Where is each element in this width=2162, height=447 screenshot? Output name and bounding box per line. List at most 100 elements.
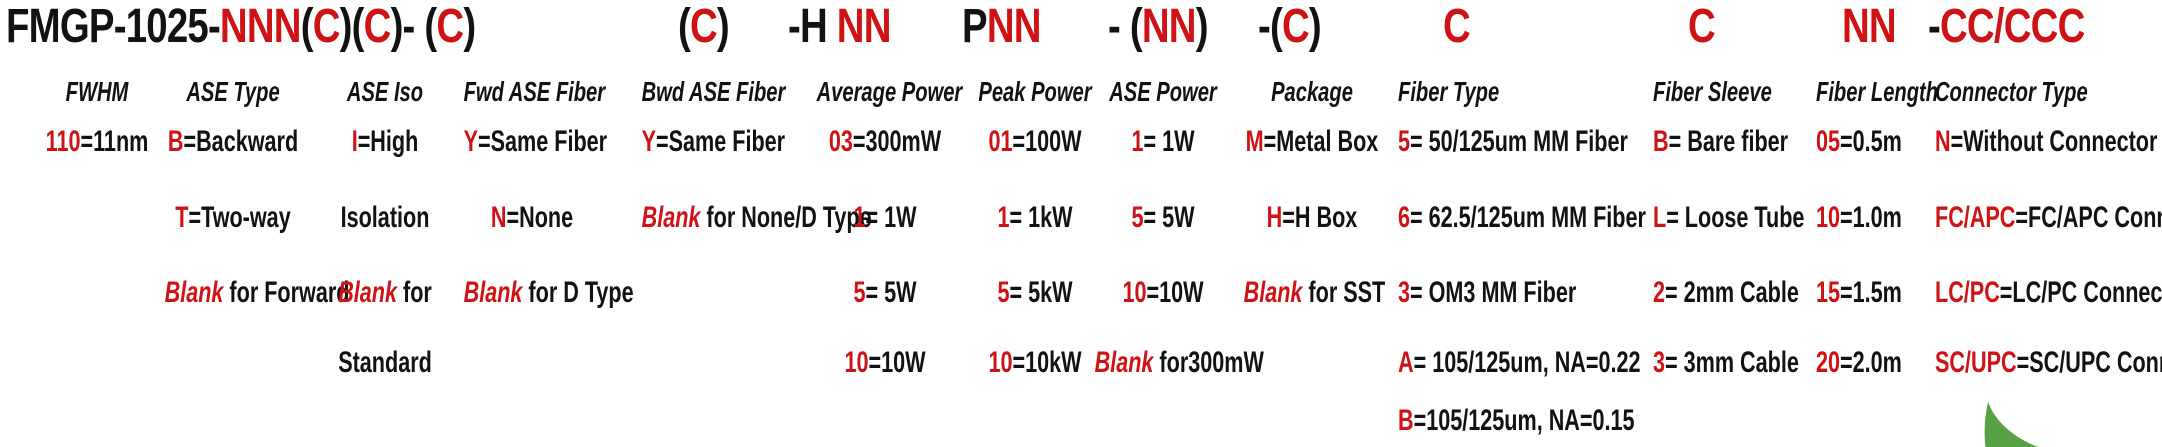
code-text: =SC/UPC Connector [2016,346,2162,379]
entry-package-2: Blank for SST [1244,276,1386,310]
code-text: -H [788,0,837,53]
entry-connector-type-3: SC/UPC=SC/UPC Connector [1935,346,2162,380]
code-text: =Without Connector [1950,125,2158,158]
code-text: Isolation [340,201,430,234]
code-text: T [175,201,189,234]
column-header-fwd-ase-fiber: Fwd ASE Fiber [463,76,606,107]
entry-fiber-sleeve-2: 2= 2mm Cable [1653,276,1799,310]
entry-fiber-sleeve-1: L= Loose Tube [1653,201,1804,235]
code-fiber-type-segment: C [1443,2,1471,52]
column-package: Package M=Metal Box H=H Box Blank for SST [1217,0,1407,447]
code-text: 10 [844,346,869,379]
code-text: =LC/PC Connector [1999,276,2162,309]
code-text: ) [716,0,730,53]
entry-peak-power-2: 5= 5kW [967,276,1104,310]
code-text: =Metal Box [1263,125,1379,158]
code-text: NN [986,0,1042,53]
code-text: 5 [1131,201,1144,234]
code-text: 3 [1398,276,1411,309]
code-text: = 62.5/125um MM Fiber [1410,201,1646,234]
entry-connector-type-0: N=Without Connector [1935,125,2157,159]
entry-connector-type-2: LC/PC=LC/PC Connector [1935,276,2162,310]
code-text: = 2mm Cable [1665,276,1799,309]
code-text: 20 [1816,346,1841,379]
code-text: = 105/125um, NA=0.22 [1413,346,1641,379]
column-header-connector-type: Connector Type [1935,76,2088,107]
entry-average-power-3: 10=10W [817,346,954,380]
code-text: ( [678,0,691,53]
code-text: A [1398,346,1414,379]
code-text: = 5kW [1009,276,1073,309]
column-bwd-ase-fiber: Bwd ASE Fiber Y=Same Fiber Blank for None/… [615,0,872,447]
column-header-fwhm: FWHM [65,76,129,107]
code-text: =10W [868,346,926,379]
code-ase-power-segment: - (NN) [1108,2,1208,52]
code-text: =1.5m [1840,276,1902,309]
code-text: =2.0m [1840,346,1902,379]
entry-ase-power-2: 10=10W [1095,276,1232,310]
code-text: Y [641,125,657,158]
code-package-segment: -(C) [1258,0,1322,53]
code-text: for300mW [1153,346,1264,379]
entry-ase-type-2: Blank for Forward [165,276,350,310]
entry-fiber-length-3: 20=2.0m [1816,346,1902,380]
code-fiber-length-segment: NN [1842,2,1897,52]
blank-keyword: Blank [641,201,701,234]
code-text: for D Type [522,276,634,309]
entry-fiber-sleeve-0: B= Bare fiber [1653,125,1788,159]
column-fwd-ase-fiber: Fwd ASE Fiber Y=Same Fiber N=None Blank for… [437,0,634,447]
column-ase-type: ASE Type B=Backward T=Two-way Blank for For… [138,0,350,447]
code-text: =Same Fiber [656,125,786,158]
code-text: = Loose Tube [1666,201,1805,234]
code-text: - ( [1108,0,1143,53]
code-text: 1 [853,201,866,234]
code-text: B [1653,125,1669,158]
entry-fwd-ase-fiber-2: Blank for D Type [464,276,634,310]
code-text: 01 [988,125,1013,158]
code-text: =Same Fiber [478,125,608,158]
code-text: Standard [338,346,432,379]
code-text: =0.5m [1840,125,1902,158]
entry-fiber-type-4: B=105/125um, NA=0.15 [1398,404,1635,438]
code-text: L [1653,201,1667,234]
code-text: C [436,0,464,53]
code-text: =High [357,125,419,158]
column-header-average-power: Average Power [816,76,963,107]
column-header-fiber-length: Fiber Length [1816,76,1939,107]
code-text: for Forward [223,276,350,309]
code-text: )- ( [390,0,438,53]
code-text: =Backward [183,125,299,158]
code-text: M [1245,125,1264,158]
code-text: =H Box [1282,201,1358,234]
entry-package-1: H=H Box [1244,201,1381,235]
column-header-bwd-ase-fiber: Bwd ASE Fiber [641,76,786,107]
entry-ase-iso-3: Standard [317,346,454,380]
code-text: C [1281,0,1310,53]
column-fiber-sleeve: Fiber Sleeve B= Bare fiber L= Loose Tube 2=… [1653,0,1804,447]
code-text: = 5W [1143,201,1195,234]
code-text: =None [506,201,574,234]
column-header-ase-power: ASE Power [1109,76,1217,107]
entry-fiber-length-1: 10=1.0m [1816,201,1902,235]
code-text: = 1kW [1009,201,1073,234]
entry-peak-power-3: 10=10kW [967,346,1104,380]
code-text: NN [836,0,892,53]
code-text: NN [1141,0,1197,53]
column-header-peak-power: Peak Power [978,76,1092,107]
column-fwhm: FWHM 110=11nm [2,0,192,447]
entry-fiber-length-0: 05=0.5m [1816,125,1902,159]
entry-ase-iso-0: I=High [317,125,454,159]
code-text: for [397,276,432,309]
code-text: ) [463,0,476,53]
column-header-package: Package [1271,76,1353,107]
blank-keyword: Blank [338,276,398,309]
entry-ase-power-1: 5= 5W [1095,201,1232,235]
code-text: = OM3 MM Fiber [1410,276,1577,309]
entry-peak-power-1: 1= 1kW [967,201,1104,235]
code-text: 03 [828,125,853,158]
entry-ase-power-3: Blank for300mW [1094,346,1264,380]
blank-keyword: Blank [1094,346,1154,379]
leaf-icon [1968,398,2140,447]
part-number-row: FMGP-1025-NNN(C)(C)- (C) (C) -H NN PNN - (NN… [0,0,2162,56]
entry-ase-power-0: 1= 1W [1095,125,1232,159]
